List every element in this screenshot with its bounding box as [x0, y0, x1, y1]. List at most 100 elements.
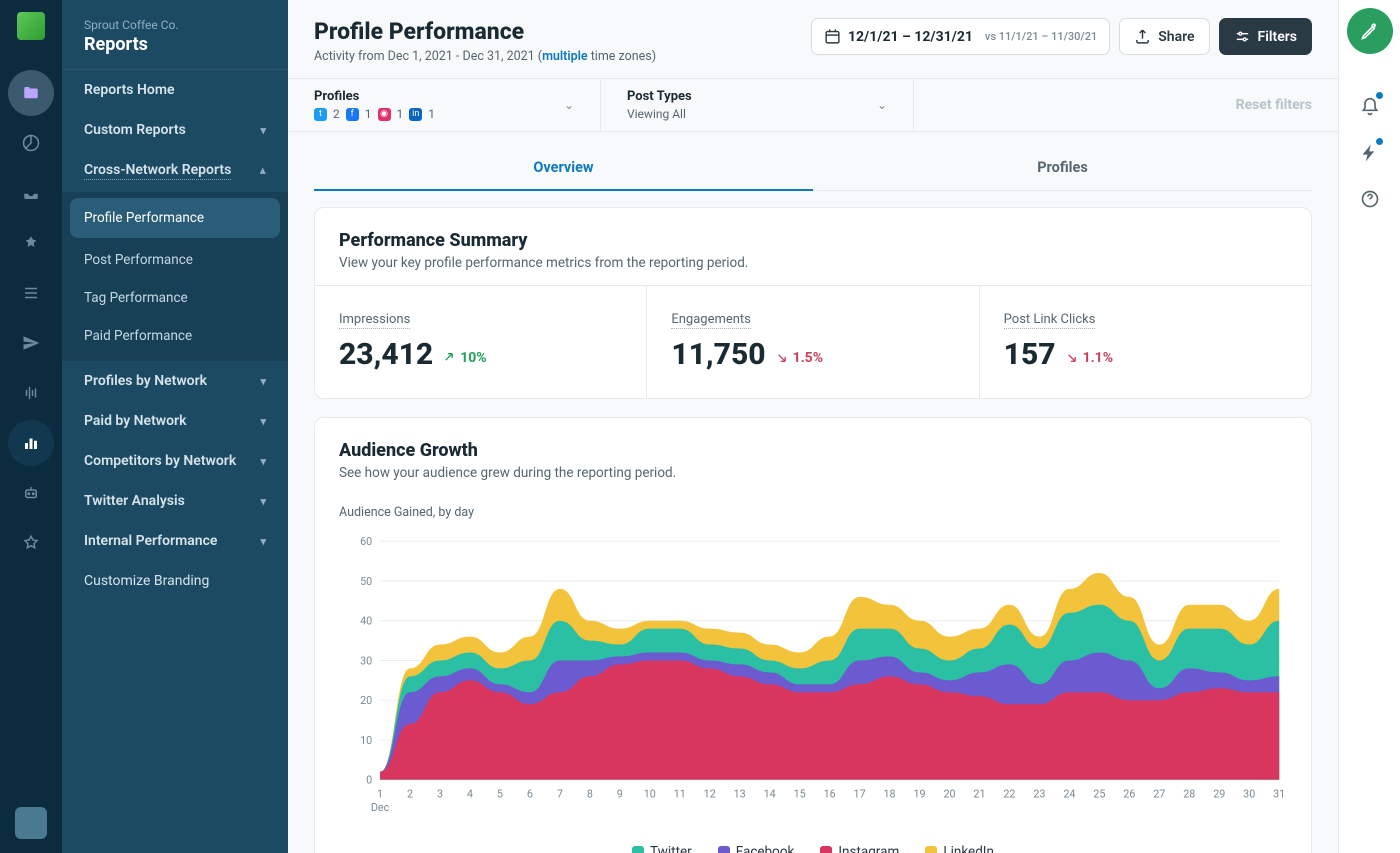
page-subtitle: Activity from Dec 1, 2021 - Dec 31, 2021…	[314, 49, 656, 64]
sliders-icon	[1234, 28, 1251, 45]
facebook-icon: f	[346, 108, 359, 121]
nav-send-icon[interactable]	[8, 320, 54, 366]
chevron-down-icon: ▾	[260, 124, 266, 137]
nav-bot-icon[interactable]	[8, 470, 54, 516]
timezone-link[interactable]: multiple	[542, 49, 588, 64]
svg-text:60: 60	[360, 535, 372, 548]
growth-title: Audience Growth	[339, 440, 1287, 461]
svg-text:20: 20	[943, 787, 955, 800]
main-content: Profile Performance Activity from Dec 1,…	[288, 0, 1339, 853]
filter-bar: Profiles t2 f1 ◉1 in1 ⌄ Post Types Viewi…	[288, 79, 1338, 132]
nav-customize-branding[interactable]: Customize Branding	[62, 561, 288, 601]
nav-twitter-analysis[interactable]: Twitter Analysis▾	[62, 481, 288, 521]
nav-paid-performance[interactable]: Paid Performance	[62, 317, 288, 355]
svg-text:20: 20	[360, 694, 372, 707]
twitter-icon: t	[314, 108, 327, 121]
svg-text:21: 21	[973, 787, 985, 800]
svg-text:16: 16	[824, 787, 836, 800]
chevron-down-icon: ▾	[260, 495, 266, 508]
help-icon[interactable]	[1353, 182, 1387, 216]
nav-reports-home[interactable]: Reports Home	[62, 70, 288, 110]
nav-tag-performance[interactable]: Tag Performance	[62, 279, 288, 317]
notifications-icon[interactable]	[1353, 90, 1387, 124]
user-avatar[interactable]	[15, 807, 47, 839]
svg-text:29: 29	[1213, 787, 1225, 800]
side-panel: Sprout Coffee Co. Reports Reports Home C…	[62, 0, 288, 853]
svg-text:2: 2	[407, 787, 413, 800]
legend-item[interactable]: Instagram	[820, 844, 899, 853]
svg-text:0: 0	[366, 774, 372, 787]
nav-star-icon[interactable]	[8, 520, 54, 566]
svg-text:28: 28	[1183, 787, 1195, 800]
svg-text:31: 31	[1273, 787, 1285, 800]
svg-text:15: 15	[794, 787, 806, 800]
section-title: Reports	[84, 34, 266, 55]
chevron-down-icon: ▾	[260, 535, 266, 548]
nav-dashboard-icon[interactable]	[8, 120, 54, 166]
svg-text:Dec: Dec	[371, 801, 390, 814]
profiles-filter[interactable]: Profiles t2 f1 ◉1 in1 ⌄	[288, 79, 601, 131]
nav-reports-icon[interactable]	[8, 420, 54, 466]
nav-audio-icon[interactable]	[8, 370, 54, 416]
filters-button[interactable]: Filters	[1219, 18, 1312, 55]
svg-text:18: 18	[884, 787, 896, 800]
nav-inbox-icon[interactable]	[8, 170, 54, 216]
share-icon	[1134, 28, 1151, 45]
nav-competitors-by-network[interactable]: Competitors by Network▾	[62, 441, 288, 481]
nav-pin-icon[interactable]	[8, 220, 54, 266]
metric-impressions: Impressions 23,412 10%	[315, 286, 647, 398]
share-button[interactable]: Share	[1119, 18, 1209, 55]
side-panel-header: Sprout Coffee Co. Reports	[62, 0, 288, 70]
svg-text:30: 30	[1243, 787, 1255, 800]
nav-profiles-by-network[interactable]: Profiles by Network▾	[62, 361, 288, 401]
activity-icon[interactable]	[1353, 136, 1387, 170]
nav-custom-reports[interactable]: Custom Reports▾	[62, 110, 288, 150]
legend-item[interactable]: Facebook	[718, 844, 795, 853]
instagram-icon: ◉	[378, 108, 391, 121]
tab-profiles[interactable]: Profiles	[813, 146, 1312, 191]
cross-network-subgroup: Profile Performance Post Performance Tag…	[62, 192, 288, 361]
nav-internal-performance[interactable]: Internal Performance▾	[62, 521, 288, 561]
svg-text:5: 5	[497, 787, 503, 800]
metric-post-link-clicks: Post Link Clicks 157 1.1%	[980, 286, 1311, 398]
profile-counts: t2 f1 ◉1 in1	[314, 107, 435, 121]
audience-area-chart: 0102030405060123456789101112131415161718…	[339, 530, 1287, 830]
legend-item[interactable]: LinkedIn	[925, 844, 994, 853]
svg-text:23: 23	[1033, 787, 1045, 800]
svg-text:10: 10	[360, 734, 372, 747]
header-actions: 12/1/21 – 12/31/21 vs 11/1/21 – 11/30/21…	[811, 18, 1312, 55]
reset-filters-button[interactable]: Reset filters	[1210, 87, 1338, 123]
calendar-icon	[824, 28, 841, 45]
svg-text:11: 11	[674, 787, 686, 800]
brand-logo-icon[interactable]	[17, 12, 45, 40]
nav-list-icon[interactable]	[8, 270, 54, 316]
svg-text:13: 13	[734, 787, 746, 800]
chevron-down-icon: ⌄	[564, 98, 574, 112]
legend-item[interactable]: Twitter	[632, 844, 692, 853]
svg-text:19: 19	[913, 787, 925, 800]
compose-button[interactable]	[1347, 8, 1393, 54]
nav-cross-network[interactable]: Cross-Network Reports▾	[62, 150, 288, 192]
tab-overview[interactable]: Overview	[314, 146, 813, 191]
growth-sub: See how your audience grew during the re…	[339, 465, 1287, 481]
chart-legend: Twitter Facebook Instagram LinkedIn	[339, 844, 1287, 853]
svg-text:30: 30	[360, 654, 372, 667]
svg-text:40: 40	[360, 615, 372, 628]
nav-folder-icon[interactable]	[8, 70, 54, 116]
posttypes-filter[interactable]: Post Types Viewing All ⌄	[601, 79, 914, 131]
svg-text:50: 50	[360, 575, 372, 588]
nav-paid-by-network[interactable]: Paid by Network▾	[62, 401, 288, 441]
svg-text:8: 8	[587, 787, 593, 800]
date-range-button[interactable]: 12/1/21 – 12/31/21 vs 11/1/21 – 11/30/21	[811, 18, 1110, 55]
svg-text:9: 9	[617, 787, 623, 800]
svg-text:14: 14	[764, 787, 776, 800]
svg-text:6: 6	[527, 787, 533, 800]
nav-post-performance[interactable]: Post Performance	[62, 241, 288, 279]
svg-text:4: 4	[467, 787, 473, 800]
chevron-down-icon: ⌄	[877, 98, 887, 112]
nav-profile-performance[interactable]: Profile Performance	[70, 198, 280, 238]
linkedin-icon: in	[409, 108, 422, 121]
svg-text:10: 10	[644, 787, 656, 800]
svg-text:24: 24	[1063, 787, 1075, 800]
chevron-down-icon: ▾	[260, 455, 266, 468]
